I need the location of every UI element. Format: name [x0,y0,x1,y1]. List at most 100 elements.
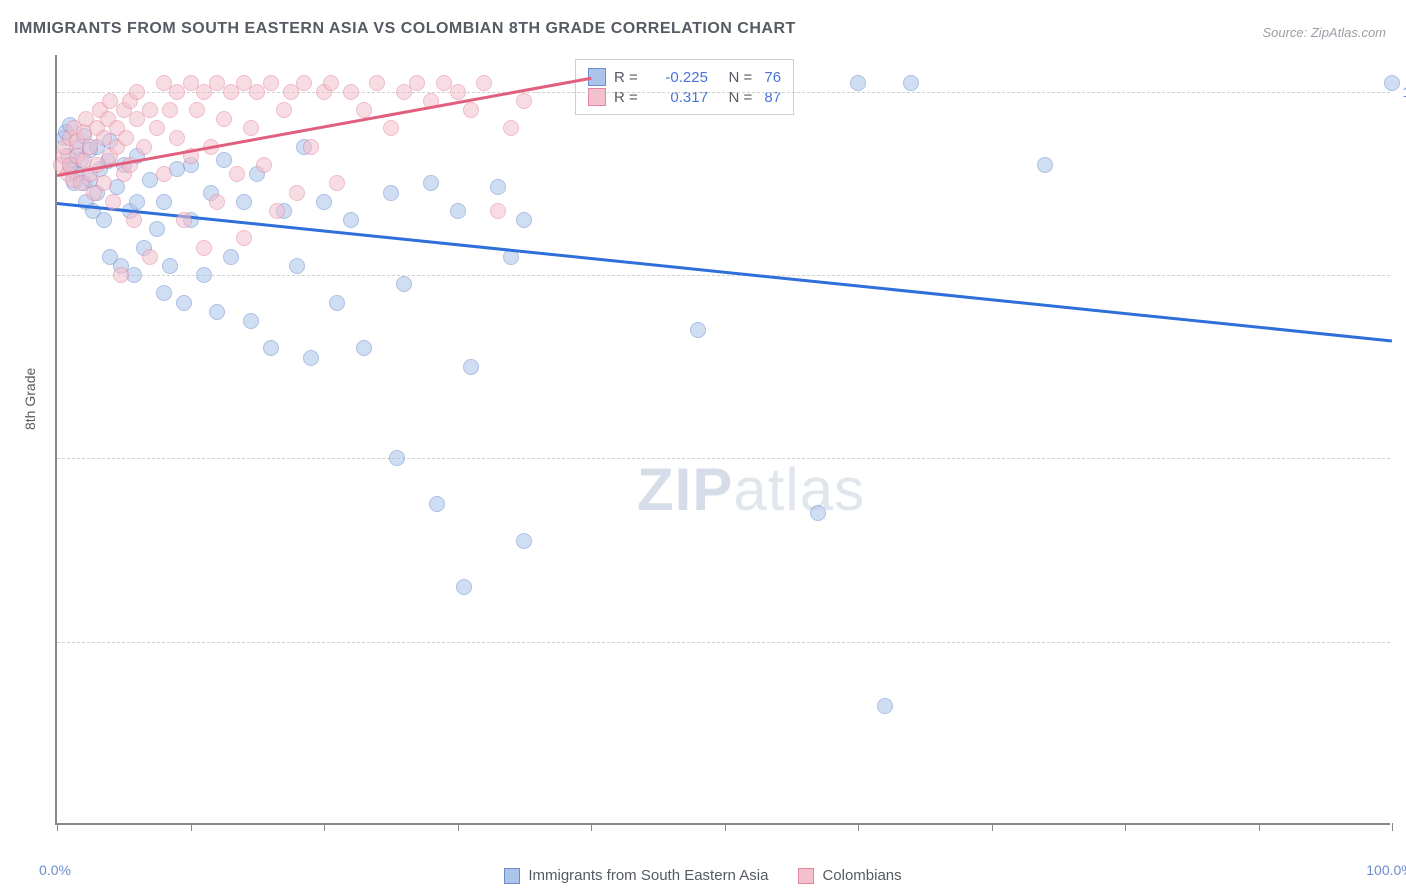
scatter-point [316,194,332,210]
scatter-point [149,120,165,136]
scatter-point [343,212,359,228]
scatter-point [516,93,532,109]
scatter-point [450,203,466,219]
scatter-point [156,166,172,182]
watermark: ZIPatlas [637,455,865,524]
scatter-point [96,175,112,191]
scatter-point [126,212,142,228]
x-tick [992,823,993,831]
series-legend-label: Immigrants from South Eastern Asia [528,867,768,884]
scatter-point [142,102,158,118]
scatter-point [409,75,425,91]
x-tick [191,823,192,831]
scatter-point [516,533,532,549]
scatter-point [229,166,245,182]
scatter-point [456,579,472,595]
y-tick-label: 80.0% [1395,450,1406,466]
scatter-point [503,120,519,136]
scatter-point [1384,75,1400,91]
legend-swatch [504,868,520,884]
scatter-point [176,212,192,228]
scatter-point [356,340,372,356]
legend-n-label: N = [716,69,756,86]
scatter-point [129,84,145,100]
scatter-point [162,258,178,274]
source-attribution: Source: ZipAtlas.com [1262,25,1386,40]
scatter-point [289,258,305,274]
scatter-point [490,203,506,219]
scatter-point [169,130,185,146]
scatter-point [209,194,225,210]
scatter-point [1037,157,1053,173]
x-tick [458,823,459,831]
x-tick [1392,823,1393,831]
scatter-point [263,340,279,356]
scatter-point [296,75,312,91]
correlation-legend: R = -0.225 N = 76R = 0.317 N = 87 [575,59,794,115]
series-legend-label: Colombians [822,867,901,884]
scatter-point [118,130,134,146]
scatter-point [516,212,532,228]
x-tick [858,823,859,831]
scatter-point [129,194,145,210]
scatter-point [423,175,439,191]
scatter-point [303,350,319,366]
scatter-point [223,249,239,265]
scatter-point [389,450,405,466]
y-tick-label: 70.0% [1395,634,1406,650]
scatter-point [810,505,826,521]
scatter-point [383,185,399,201]
watermark-bold: ZIP [637,456,733,523]
series-legend: Immigrants from South Eastern Asia Colomb… [0,867,1406,884]
x-tick-label: 100.0% [1366,862,1406,878]
gridline [57,275,1390,276]
scatter-point [156,194,172,210]
scatter-point [396,276,412,292]
scatter-point [105,194,121,210]
x-tick [1259,823,1260,831]
scatter-point [303,139,319,155]
scatter-point [113,267,129,283]
gridline [57,458,1390,459]
watermark-rest: atlas [733,456,865,523]
y-tick-label: 90.0% [1395,267,1406,283]
legend-r-value: -0.225 [650,69,708,86]
series-legend-item: Immigrants from South Eastern Asia [504,867,768,884]
scatter-point [276,102,292,118]
scatter-point [323,75,339,91]
scatter-point [369,75,385,91]
x-tick [1125,823,1126,831]
scatter-point [149,221,165,237]
scatter-point [463,102,479,118]
scatter-point [236,194,252,210]
legend-n-value: 76 [764,69,781,86]
scatter-point [176,295,192,311]
scatter-point [490,179,506,195]
scatter-point [343,84,359,100]
scatter-point [196,240,212,256]
scatter-point [289,185,305,201]
chart-title: IMMIGRANTS FROM SOUTH EASTERN ASIA VS CO… [14,20,796,38]
legend-row: R = -0.225 N = 76 [588,68,781,86]
scatter-point [189,102,205,118]
scatter-point [216,152,232,168]
scatter-point [356,102,372,118]
scatter-point [903,75,919,91]
scatter-point [383,120,399,136]
gridline [57,642,1390,643]
scatter-point [850,75,866,91]
scatter-point [329,295,345,311]
scatter-point [96,212,112,228]
scatter-point [476,75,492,91]
scatter-point [156,285,172,301]
scatter-point [463,359,479,375]
scatter-point [690,322,706,338]
scatter-point [263,75,279,91]
x-tick-label: 0.0% [39,862,71,878]
y-axis-label: 8th Grade [22,368,38,430]
scatter-point [877,698,893,714]
scatter-point [209,304,225,320]
scatter-point [162,102,178,118]
scatter-point [256,157,272,173]
legend-r-label: R = [614,69,642,86]
